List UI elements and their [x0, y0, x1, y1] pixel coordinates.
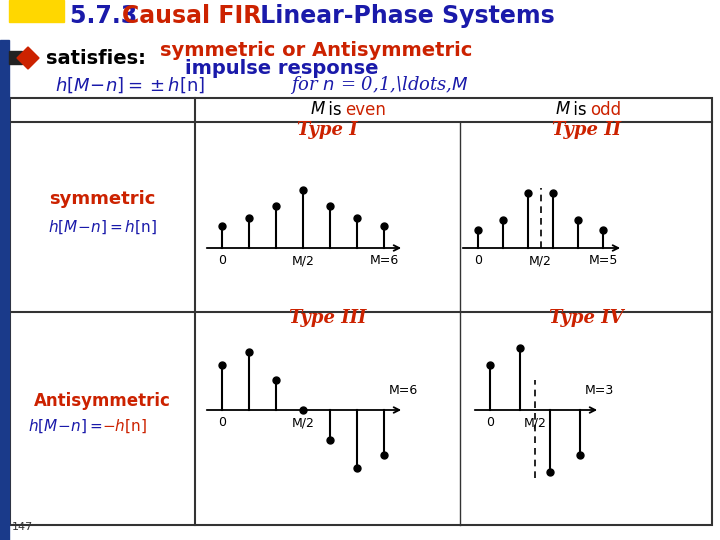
Text: M=6: M=6 — [369, 254, 399, 267]
Text: M/2: M/2 — [292, 254, 315, 267]
Text: M/2: M/2 — [292, 416, 315, 429]
Text: $h[M\!-\!n] = \pm h[\mathrm{n}]$: $h[M\!-\!n] = \pm h[\mathrm{n}]$ — [55, 75, 205, 94]
Text: for $n$ = 0,1,\ldots,$M$: for $n$ = 0,1,\ldots,$M$ — [290, 74, 469, 96]
Bar — [9, 51, 22, 64]
Text: symmetric or Antisymmetric: symmetric or Antisymmetric — [160, 40, 472, 59]
Text: Type III: Type III — [289, 309, 366, 327]
Text: satisfies:: satisfies: — [46, 49, 146, 68]
Text: Antisymmetric: Antisymmetric — [34, 392, 171, 409]
Text: is: is — [323, 101, 347, 119]
Text: $M$: $M$ — [555, 102, 571, 118]
Text: impulse response: impulse response — [185, 58, 379, 78]
Text: 0: 0 — [486, 416, 494, 429]
Text: 147: 147 — [12, 522, 33, 532]
Text: $h[M\!-\!n] = h[\mathrm{n}]$: $h[M\!-\!n] = h[\mathrm{n}]$ — [48, 218, 156, 235]
Text: M=5: M=5 — [588, 254, 618, 267]
Text: Linear-Phase Systems: Linear-Phase Systems — [252, 4, 554, 28]
Text: is: is — [568, 101, 592, 119]
Text: $M$: $M$ — [310, 102, 326, 118]
Text: 5.7.3: 5.7.3 — [70, 4, 145, 28]
Text: M/2: M/2 — [529, 254, 552, 267]
Bar — [0, 40, 9, 540]
Text: Type IV: Type IV — [549, 309, 624, 327]
Bar — [10, 98, 712, 525]
Text: M=6: M=6 — [389, 383, 418, 396]
Text: symmetric: symmetric — [49, 190, 156, 208]
Text: 0: 0 — [218, 416, 226, 429]
Text: M/2: M/2 — [523, 416, 546, 429]
Text: M=3: M=3 — [585, 383, 614, 396]
Text: Type II: Type II — [552, 121, 621, 139]
Text: even: even — [345, 101, 386, 119]
Text: $-h[\mathrm{n}]$: $-h[\mathrm{n}]$ — [102, 418, 147, 435]
Text: 0: 0 — [474, 254, 482, 267]
Text: Type I: Type I — [297, 121, 358, 139]
Text: $h[M\!-\!n] = $: $h[M\!-\!n] = $ — [28, 418, 102, 435]
Polygon shape — [17, 47, 39, 69]
Bar — [9, 0, 64, 22]
Text: odd: odd — [590, 101, 621, 119]
Text: 0: 0 — [218, 254, 226, 267]
Text: Causal FIR: Causal FIR — [122, 4, 261, 28]
